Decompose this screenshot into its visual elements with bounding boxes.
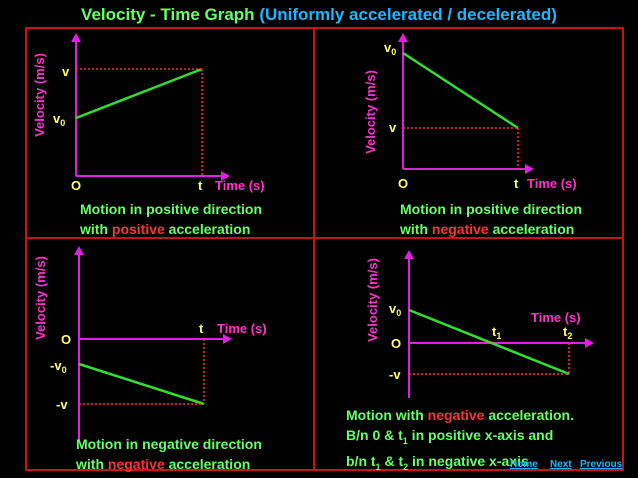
g1-t-label: t <box>198 178 203 193</box>
g2-v-label: v <box>389 120 397 135</box>
g2-x-axis-label: Time (s) <box>527 176 577 191</box>
g1-x-arrow <box>221 171 230 181</box>
g1-velocity-line <box>75 67 203 120</box>
g3-x-arrow <box>223 334 232 344</box>
g1-desc-line2: with positive acceleration <box>80 221 251 237</box>
g3-origin-label: O <box>61 332 71 347</box>
g1-origin-label: O <box>71 178 81 193</box>
g3-neg-v0-label: -v0 <box>50 358 67 375</box>
slide-title: Velocity - Time Graph (Uniformly acceler… <box>0 5 638 25</box>
g1-v-label: v <box>62 64 70 79</box>
g4-x-axis-label: Time (s) <box>531 310 581 325</box>
g2-desc-line2: with negative acceleration <box>400 221 575 237</box>
g2-y-arrow <box>398 33 408 42</box>
g3-velocity-line <box>78 362 205 406</box>
g4-origin-label: O <box>391 336 401 351</box>
g4-y-arrow <box>404 250 414 259</box>
title-main: Velocity - Time Graph <box>81 5 255 24</box>
g2-t-label: t <box>514 176 519 191</box>
g3-y-arrow <box>74 246 84 255</box>
g3-y-axis-label: Velocity (m/s) <box>33 256 48 340</box>
g3-x-axis-label: Time (s) <box>217 321 267 336</box>
g1-v0-label: v0 <box>53 111 65 128</box>
g2-velocity-line <box>402 51 519 130</box>
g4-description: Motion with negative acceleration. B/n 0… <box>346 405 574 477</box>
g4-desc-line3: b/n t1 & t2 in negative x-axis <box>346 452 529 472</box>
g3-desc-line2: with negative acceleration <box>76 456 251 472</box>
g4-desc-line2: B/n 0 & t1 in positive x-axis and <box>346 427 554 446</box>
g1-y-axis-label: Velocity (m/s) <box>32 53 47 137</box>
g1-y-arrow <box>71 33 81 42</box>
g2-v0-label: v0 <box>384 40 396 57</box>
title-sub: (Uniformly accelerated / decelerated) <box>259 5 557 24</box>
home-link[interactable]: Home <box>510 459 538 470</box>
g1-description: Motion in positive direction with positi… <box>80 199 262 239</box>
g3-desc-line1: Motion in negative direction <box>76 436 262 452</box>
frame-border <box>25 27 624 471</box>
g4-velocity-line <box>408 308 570 376</box>
g2-x-arrow <box>525 164 534 174</box>
g4-neg-v-label: -v <box>389 367 401 382</box>
g4-y-axis-label: Velocity (m/s) <box>365 258 380 342</box>
g2-desc-line1: Motion in positive direction <box>400 201 582 217</box>
graph-3: Velocity (m/s) O t Time (s) -v0 -v <box>33 246 267 440</box>
graph-1: Velocity (m/s) v v0 O t Time (s) <box>32 33 265 193</box>
g4-t2-label: t2 <box>563 324 572 341</box>
g3-neg-v-label: -v <box>56 397 68 412</box>
g4-desc-line1: Motion with negative acceleration. <box>346 407 574 423</box>
g4-v0-label: v0 <box>389 301 401 318</box>
g4-x-arrow <box>585 338 594 348</box>
graph-4: Velocity (m/s) v0 O -v Time (s) t1 t2 <box>365 250 594 398</box>
g1-desc-line1: Motion in positive direction <box>80 201 262 217</box>
g4-t1-label: t1 <box>492 324 501 341</box>
g3-t-label: t <box>199 321 204 336</box>
g1-x-axis-label: Time (s) <box>215 178 265 193</box>
g3-description: Motion in negative direction with negati… <box>76 434 262 474</box>
g2-origin-label: O <box>398 176 408 191</box>
previous-link[interactable]: Previous <box>580 459 623 470</box>
g2-description: Motion in positive direction with negati… <box>400 199 582 239</box>
graph-2: Velocity (m/s) v0 v O t Time (s) <box>363 33 577 191</box>
g2-y-axis-label: Velocity (m/s) <box>363 70 378 154</box>
next-link[interactable]: Next <box>550 459 572 470</box>
